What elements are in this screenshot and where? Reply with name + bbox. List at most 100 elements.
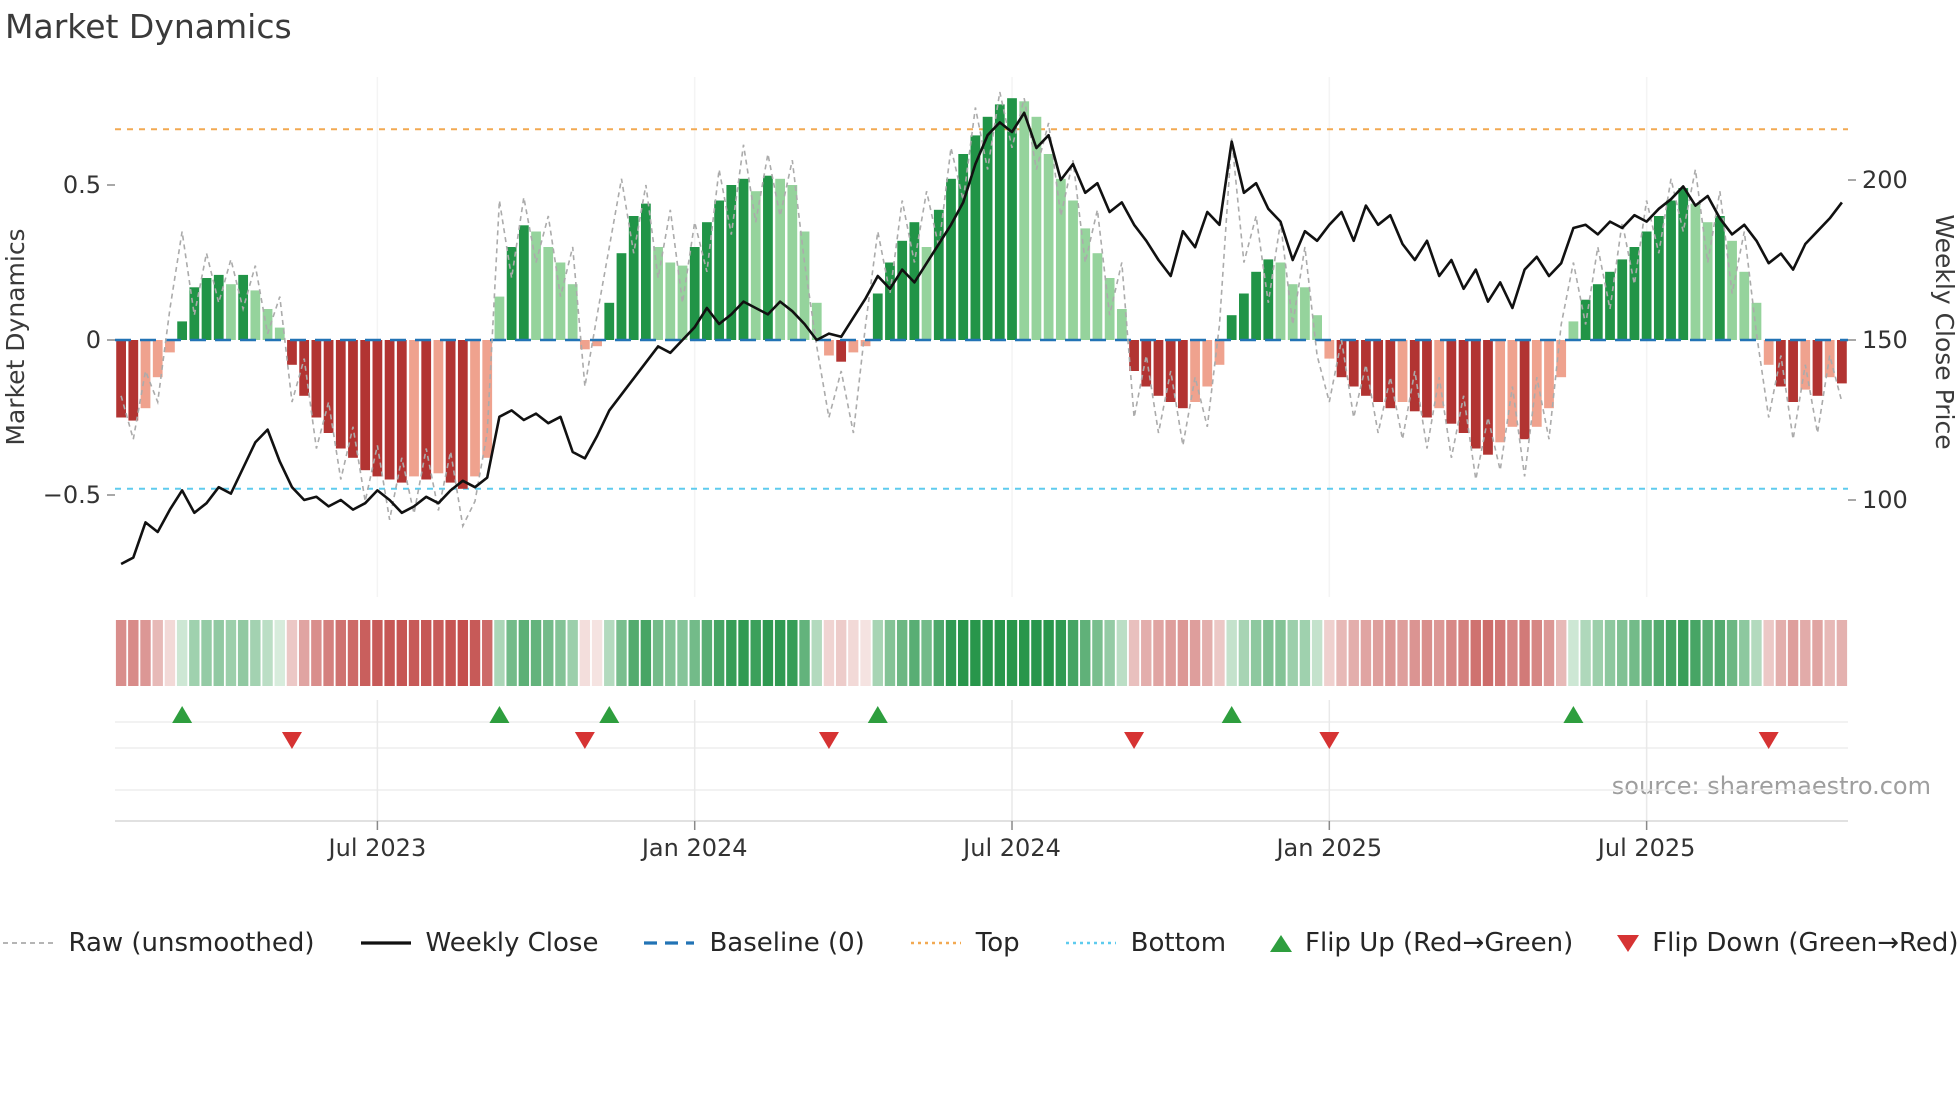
heatmap-cell [1031, 620, 1042, 686]
bottom-line-swatch [1065, 941, 1116, 945]
heatmap-cell [1275, 620, 1286, 686]
dynamics-bar [1190, 340, 1200, 402]
right-axis-label: Weekly Close Price [1930, 214, 1959, 449]
dynamics-bar [1763, 340, 1774, 365]
dynamics-bar [1348, 340, 1359, 387]
x-tick-label: Jan 2025 [1274, 834, 1382, 862]
heatmap-cell [726, 620, 737, 686]
dynamics-bar [372, 340, 383, 477]
legend-item-weekly-close: Weekly Close [359, 928, 599, 958]
heatmap-cell [1116, 620, 1128, 686]
dynamics-bar [384, 340, 395, 480]
heatmap-cell [616, 620, 627, 686]
raw-line-swatch [3, 942, 54, 944]
dynamics-bar [848, 340, 859, 353]
heatmap-cell [762, 620, 774, 686]
flip-up-marker [599, 706, 620, 723]
heatmap-cell [518, 620, 530, 686]
dynamics-bar [433, 340, 444, 474]
heatmap-cell [1812, 620, 1823, 686]
dynamics-bar [1544, 340, 1554, 409]
left-tick-label: 0.5 [63, 171, 101, 199]
heatmap-cell [1153, 620, 1164, 686]
legend-label-bottom: Bottom [1130, 928, 1227, 958]
heatmap-cell [1543, 620, 1555, 686]
heatmap-cell [445, 620, 456, 686]
dynamics-bar [982, 116, 993, 340]
heatmap-cell [1531, 620, 1542, 686]
dynamics-bar [1080, 228, 1091, 340]
dynamics-bar [885, 262, 895, 340]
heatmap-cell [1568, 620, 1579, 686]
dynamics-bar [702, 222, 712, 340]
heatmap-cell [567, 620, 578, 686]
legend-label-weekly-close: Weekly Close [425, 928, 599, 958]
dynamics-bar [641, 203, 651, 340]
weekly-close-line-swatch [360, 941, 411, 945]
heatmap-cell [140, 620, 151, 686]
dynamics-bar [1019, 101, 1030, 340]
dynamics-bar [116, 340, 126, 418]
dynamics-bar [824, 340, 834, 356]
dynamics-bar [531, 231, 541, 340]
legend-label-baseline: Baseline (0) [709, 928, 865, 958]
baseline-line-swatch [644, 941, 695, 945]
heatmap-cell [506, 620, 517, 686]
dynamics-bar [482, 340, 493, 458]
heatmap-cell [482, 620, 493, 686]
flip-down-marker [574, 732, 595, 749]
dynamics-bar [1495, 340, 1506, 443]
flip-down-marker [818, 732, 839, 749]
dynamics-bar [1251, 271, 1261, 340]
x-tick-label: Jul 2023 [327, 834, 427, 862]
dynamics-bar [506, 247, 517, 340]
flip-up-marker [1221, 706, 1242, 723]
dynamics-bar [970, 135, 981, 340]
heatmap-cell [201, 620, 212, 686]
heatmap-cell [543, 620, 554, 686]
dynamics-bar [152, 340, 163, 378]
heatmap-cell [713, 620, 725, 686]
heatmap-cell [128, 620, 139, 686]
heatmap-cell [799, 620, 810, 686]
chart-legend: Raw (unsmoothed) Weekly Close Baseline (… [0, 928, 1960, 958]
heatmap-cell [1702, 620, 1713, 686]
source-credit: source: sharemaestro.com [1612, 772, 1931, 800]
heatmap-cell [1836, 620, 1848, 686]
dynamics-bar [872, 293, 883, 340]
dynamics-bar [1129, 340, 1139, 371]
dynamics-bar [1837, 340, 1847, 384]
heatmap-cell [835, 620, 847, 686]
heatmap-cell [213, 620, 224, 686]
heatmap-cell [1299, 620, 1311, 686]
heatmap-cell [1678, 620, 1689, 686]
dynamics-bar [604, 302, 615, 340]
heatmap-cell [774, 620, 786, 686]
heatmap-cell [860, 620, 871, 686]
dynamics-bar [799, 231, 810, 340]
dynamics-bar [360, 340, 371, 471]
dynamics-bar [470, 340, 480, 477]
dynamics-bar [1653, 216, 1664, 340]
legend-item-top: Top [909, 928, 1020, 958]
page-title: Market Dynamics [5, 7, 292, 46]
heatmap-cell [1177, 620, 1189, 686]
heatmap-cell [1751, 620, 1762, 686]
heatmap-cell [1665, 620, 1677, 686]
heatmap-cell [652, 620, 664, 686]
left-tick-label: 0 [86, 326, 101, 354]
dynamics-bar [299, 340, 310, 396]
heatmap-cell [982, 620, 993, 686]
heatmap-cell [1482, 620, 1494, 686]
dynamics-bar [1751, 302, 1762, 340]
dynamics-bar [287, 340, 297, 365]
dynamics-bar [1007, 98, 1017, 340]
market-dynamics-chart: Market Dynamics Market Dynamics Weekly C… [1, 7, 1959, 862]
dynamics-bar [1519, 340, 1530, 440]
dynamics-bar [1116, 309, 1127, 340]
dynamics-bar [1226, 315, 1237, 340]
weekly-close-line [120, 111, 1843, 566]
heatmap-cell [1824, 620, 1835, 686]
heatmap-cell [1165, 620, 1176, 686]
dynamics-bar [1458, 340, 1469, 433]
